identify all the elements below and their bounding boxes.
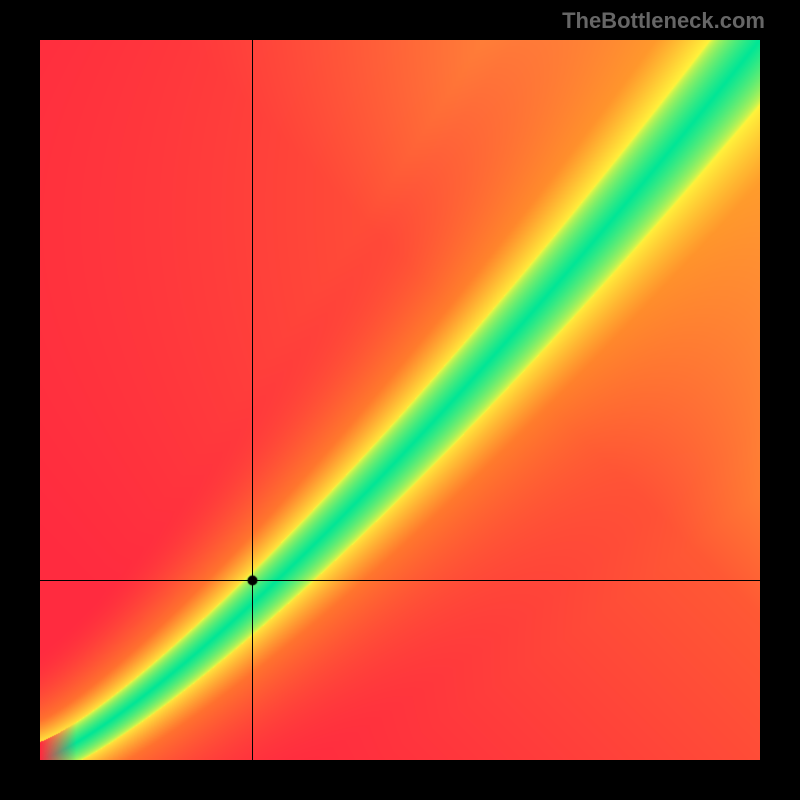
crosshair-vertical — [252, 40, 253, 760]
crosshair-dot — [40, 40, 760, 760]
watermark-text: TheBottleneck.com — [562, 8, 765, 34]
chart-container: TheBottleneck.com — [0, 0, 800, 800]
heatmap-plot — [40, 40, 760, 760]
crosshair-horizontal — [40, 580, 760, 581]
